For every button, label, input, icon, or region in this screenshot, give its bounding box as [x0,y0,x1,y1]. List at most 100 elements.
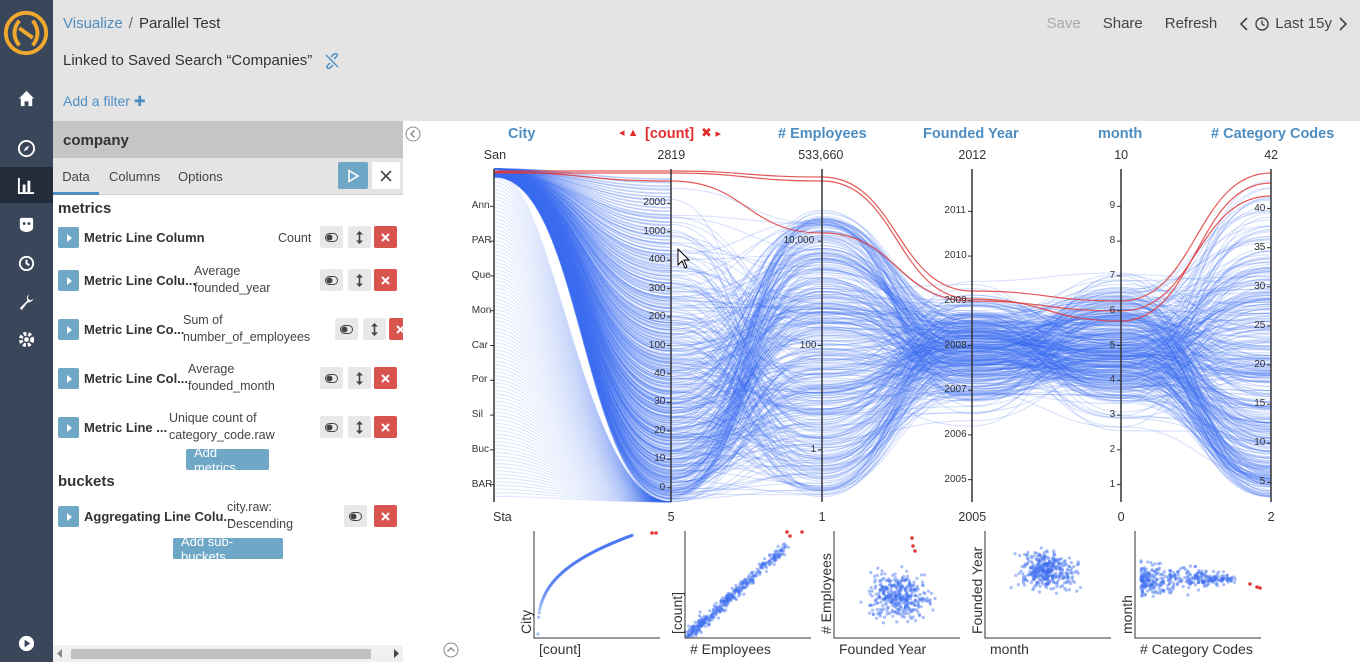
scatter-point [1165,587,1169,591]
remove-metric-button[interactable] [374,416,397,438]
scatter-panel[interactable] [684,530,811,639]
scrollbar-thumb[interactable] [71,649,371,659]
scroll-right-icon[interactable] [393,649,399,658]
sort-icon[interactable]: ▲ [627,127,639,139]
remove-metric-button[interactable] [374,226,397,248]
expand-metric-button[interactable] [58,368,79,389]
reorder-metric-button[interactable] [348,367,371,389]
pc-line [493,448,672,503]
scatter-point [545,588,550,592]
chevron-right-icon[interactable] [1338,16,1348,31]
toggle-bucket-button[interactable] [344,505,367,527]
scatter-panel[interactable] [533,531,660,639]
pc-axis-title[interactable]: # Category Codes [1211,126,1335,142]
scatter-point [1196,588,1201,592]
active-axis-controls[interactable]: ◂ ▲ [619,126,638,139]
scatter-point [775,553,779,557]
pc-tick-label: 20 [654,424,666,436]
collapse-spy-icon[interactable] [443,642,459,658]
scatter-panel[interactable] [1134,531,1262,639]
scatter-point [1140,575,1144,579]
move-right-icon[interactable]: ▸ [715,128,722,140]
reorder-metric-button[interactable] [363,318,386,340]
toggle-metric-button[interactable] [320,416,343,438]
pc-line [493,174,1272,467]
apply-changes-button[interactable] [338,162,368,189]
scatter-point [1162,581,1166,585]
expand-metric-button[interactable] [58,417,79,438]
pc-axis-title[interactable]: month [1098,126,1143,142]
collapse-sidebar-icon[interactable] [405,126,421,142]
scatter-point [750,571,754,575]
pc-tick-label: 200 [648,311,666,323]
pc-axis-title[interactable]: Founded Year [923,126,1019,142]
pc-line [493,404,672,503]
nav-management[interactable] [0,321,53,357]
scatter-matrix[interactable] [403,121,1360,662]
pc-line [493,386,672,503]
time-picker[interactable]: Last 15y [1239,15,1348,32]
nav-discover[interactable] [0,130,53,166]
scatter-point [1180,578,1184,583]
nav-home[interactable] [0,80,53,116]
toggle-metric-button[interactable] [335,318,358,340]
expand-bucket-button[interactable] [58,506,79,527]
remove-bucket-button[interactable] [374,505,397,527]
pc-line [493,171,1272,393]
pc-axis-title[interactable]: # Employees [778,126,867,142]
pc-axis-title[interactable]: City [508,126,536,142]
breadcrumb-visualize[interactable]: Visualize [63,15,123,32]
remove-axis-icon[interactable]: ✖ [701,125,712,140]
scatter-point [557,573,561,577]
discard-changes-button[interactable] [372,162,400,189]
time-range-label[interactable]: Last 15y [1275,15,1332,32]
nav-visualize[interactable] [0,167,53,203]
nav-dashboard[interactable] [0,206,53,242]
expand-metric-button[interactable] [58,319,79,340]
add-metrics-button[interactable]: Add metrics [186,445,269,475]
toggle-metric-button[interactable] [320,269,343,291]
active-axis-controls-right[interactable]: ✖ ▸ [701,125,721,141]
remove-metric-button[interactable] [374,269,397,291]
toggle-metric-button[interactable] [320,226,343,248]
tab-columns[interactable]: Columns [109,169,161,184]
scatter-point [740,581,745,585]
reorder-metric-button[interactable] [348,269,371,291]
remove-metric-button[interactable] [389,318,403,340]
nav-timelion[interactable] [0,244,53,280]
pc-axis-title[interactable]: [count] [645,126,695,142]
scatter-point [1054,567,1058,571]
expand-metric-button[interactable] [58,270,79,291]
kibana-logo[interactable] [2,8,50,58]
nav-dev-tools[interactable] [0,283,53,319]
remove-metric-button[interactable] [374,367,397,389]
toggle-metric-button[interactable] [320,367,343,389]
scatter-panel[interactable] [984,531,1111,639]
unlink-icon[interactable] [324,52,340,69]
scatter-point [919,598,923,602]
scatter-point [599,546,604,550]
scatter-panel[interactable] [833,531,960,639]
add-sub-buckets-button[interactable]: Add sub-buckets [173,534,283,564]
scatter-point [696,627,700,631]
scroll-left-icon[interactable] [57,649,63,658]
reorder-icon [371,322,378,336]
share-button[interactable]: Share [1102,15,1143,32]
chevron-left-icon[interactable] [1239,16,1249,31]
refresh-button[interactable]: Refresh [1164,15,1218,32]
expand-metric-button[interactable] [58,227,79,248]
parallel-coordinates-chart[interactable] [403,121,1360,662]
tab-options[interactable]: Options [178,169,223,184]
scatter-point [909,593,913,597]
add-filter-button[interactable]: Add a filter ✚ [63,93,146,110]
nav-collapse[interactable] [0,625,53,661]
move-left-icon[interactable]: ◂ [619,127,625,139]
tab-data[interactable]: Data [53,158,99,195]
reorder-metric-button[interactable] [348,226,371,248]
sidebar-horizontal-scrollbar[interactable] [53,645,403,662]
save-button[interactable]: Save [1046,15,1081,32]
scatter-point [695,625,699,629]
scatter-point [1068,581,1073,586]
reorder-metric-button[interactable] [348,416,371,438]
scatter-point [1078,585,1083,590]
